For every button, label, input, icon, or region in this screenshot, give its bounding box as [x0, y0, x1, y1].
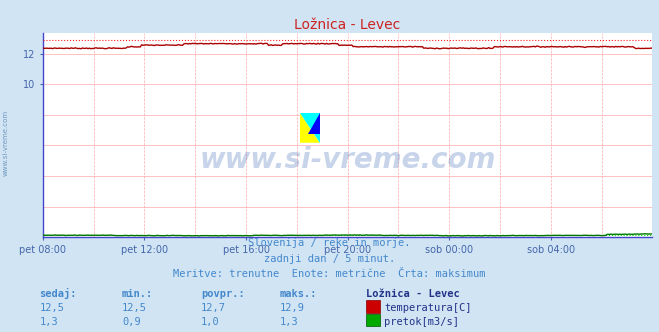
Text: 0,9: 0,9 — [122, 317, 140, 327]
Text: www.si-vreme.com: www.si-vreme.com — [2, 110, 9, 176]
Text: povpr.:: povpr.: — [201, 289, 244, 299]
Text: Meritve: trenutne  Enote: metrične  Črta: maksimum: Meritve: trenutne Enote: metrične Črta: … — [173, 269, 486, 279]
Text: maks.:: maks.: — [280, 289, 318, 299]
Text: temperatura[C]: temperatura[C] — [384, 303, 472, 313]
Text: 12,7: 12,7 — [201, 303, 226, 313]
Polygon shape — [300, 113, 320, 143]
Text: 1,3: 1,3 — [280, 317, 299, 327]
Polygon shape — [300, 113, 320, 143]
Text: 12,5: 12,5 — [122, 303, 147, 313]
Text: 12,5: 12,5 — [40, 303, 65, 313]
Polygon shape — [308, 113, 320, 134]
Text: zadnji dan / 5 minut.: zadnji dan / 5 minut. — [264, 254, 395, 264]
Text: 1,3: 1,3 — [40, 317, 58, 327]
Text: Ložnica - Levec: Ložnica - Levec — [366, 289, 459, 299]
Text: pretok[m3/s]: pretok[m3/s] — [384, 317, 459, 327]
Text: 1,0: 1,0 — [201, 317, 219, 327]
Text: Slovenija / reke in morje.: Slovenija / reke in morje. — [248, 238, 411, 248]
Text: www.si-vreme.com: www.si-vreme.com — [200, 146, 496, 174]
Text: sedaj:: sedaj: — [40, 288, 77, 299]
Title: Ložnica - Levec: Ložnica - Levec — [295, 18, 401, 32]
Text: 12,9: 12,9 — [280, 303, 305, 313]
Text: min.:: min.: — [122, 289, 153, 299]
